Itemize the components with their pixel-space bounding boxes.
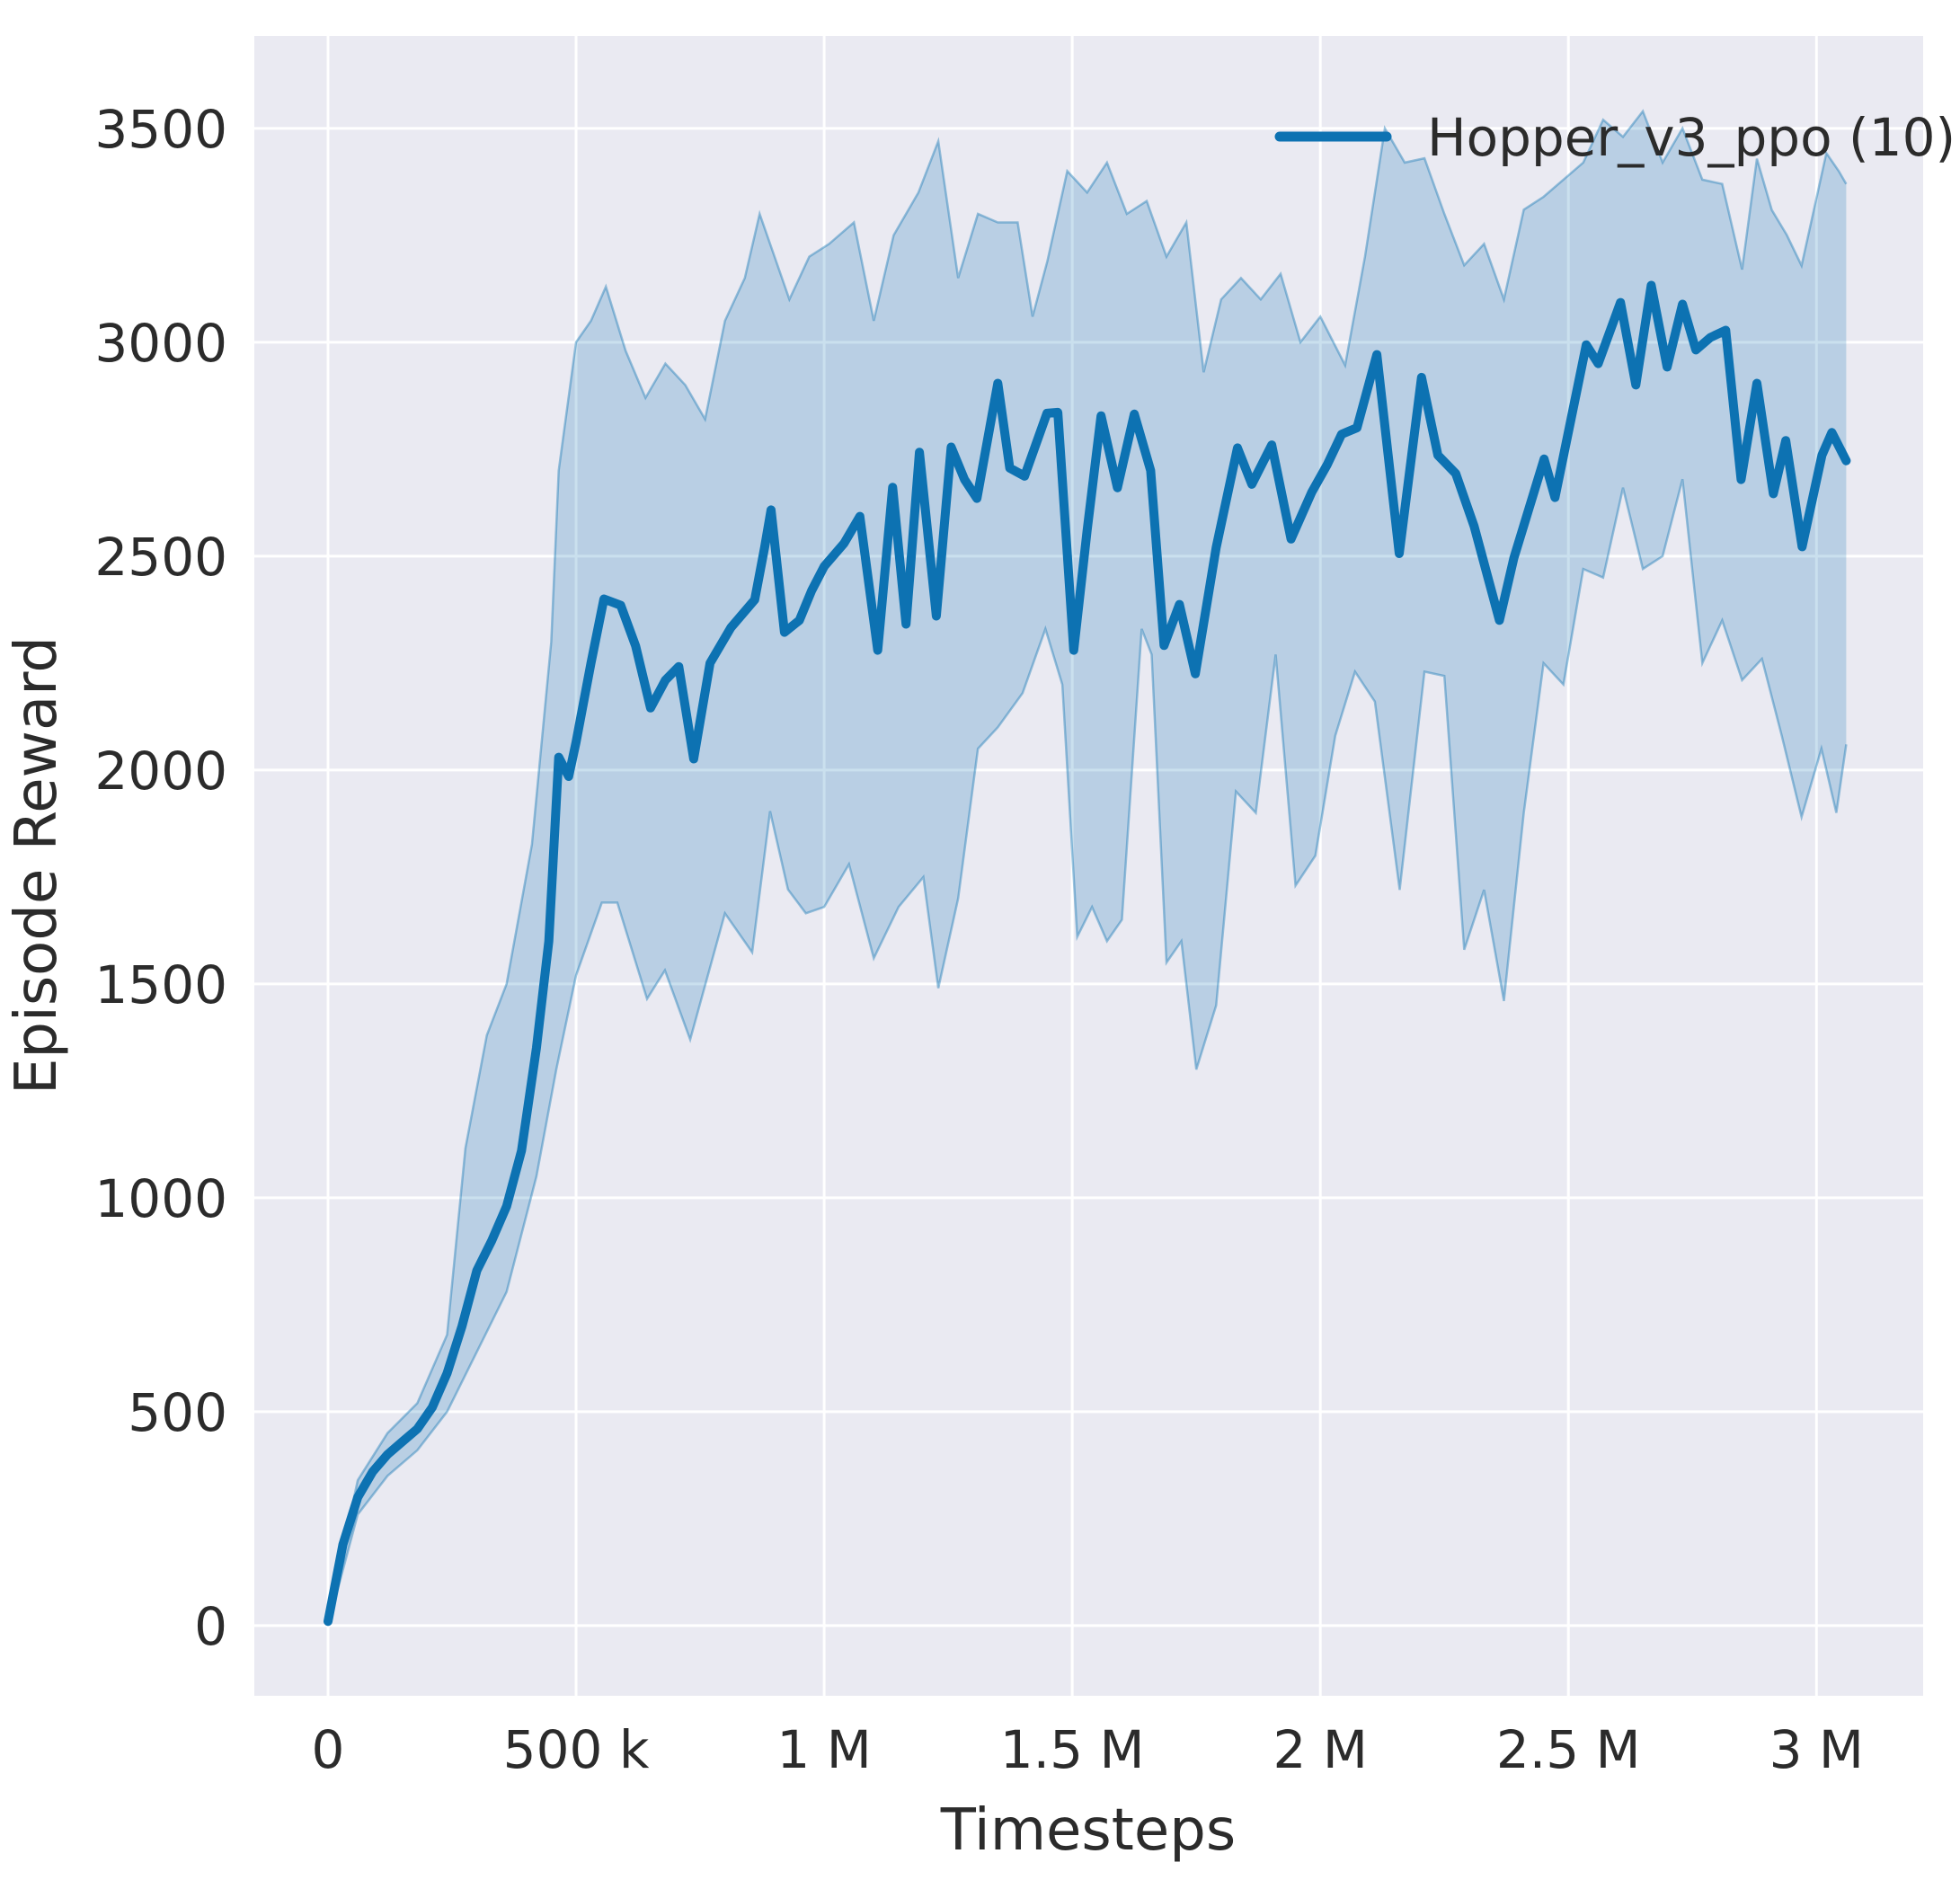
confidence-band-upper-edge (326, 109, 1848, 1618)
x-tick-label: 3 M (1769, 1719, 1864, 1780)
confidence-band-lower-edge (326, 478, 1848, 1627)
confidence-band (328, 111, 1847, 1626)
y-tick-label: 3000 (94, 313, 227, 374)
y-axis-title: Episode Reward (4, 636, 70, 1095)
y-tick-label: 2500 (94, 527, 227, 588)
y-tick-label: 2000 (94, 741, 227, 802)
y-tick-label: 500 (128, 1382, 227, 1443)
x-axis-ticks: 0 500 k 1 M 1.5 M 2 M 2.5 M 3 M (312, 1719, 1864, 1780)
legend-label: Hopper_v3_ppo (10) (1427, 107, 1956, 168)
y-tick-label: 3500 (94, 99, 227, 160)
y-tick-label: 0 (194, 1596, 227, 1657)
x-tick-label: 500 k (503, 1719, 650, 1780)
x-tick-label: 1 M (776, 1719, 871, 1780)
x-tick-label: 0 (312, 1719, 345, 1780)
y-tick-label: 1500 (94, 954, 227, 1015)
y-tick-label: 1000 (94, 1168, 227, 1229)
legend: Hopper_v3_ppo (10) (1274, 107, 1956, 168)
mean-reward-line (324, 280, 1851, 1627)
x-tick-label: 1.5 M (1000, 1719, 1145, 1780)
x-tick-label: 2.5 M (1496, 1719, 1641, 1780)
y-axis-ticks: 0 500 1000 1500 2000 2500 3000 3500 (94, 99, 227, 1657)
grid-lines (254, 36, 1923, 1696)
x-tick-label: 2 M (1273, 1719, 1367, 1780)
x-axis-title: Timesteps (940, 1797, 1236, 1864)
